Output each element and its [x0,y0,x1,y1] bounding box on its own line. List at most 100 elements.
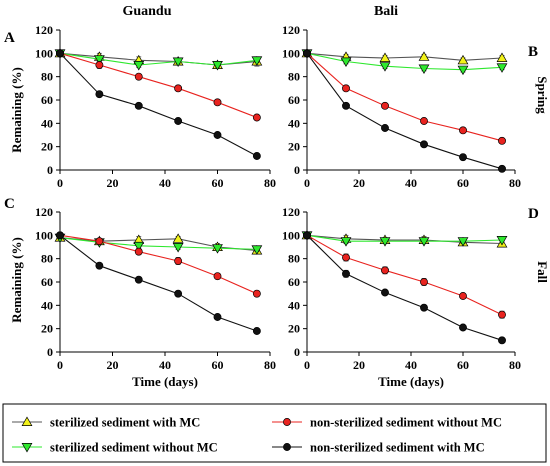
series-line-nswo [59,52,258,119]
data-point-nswo [459,292,467,300]
data-point-nswo [95,61,104,69]
data-point-nswo [134,247,143,256]
panel-B-y-tick-label: 0 [294,163,300,177]
panel-C-ylabel: Remaining (%) [9,237,24,323]
data-point-swo [457,237,469,247]
legend-marker-nswo [283,418,291,426]
panel-B-title: Bali [374,4,398,19]
series-line-nsw [306,234,503,341]
panel-C-y-tick-label: 100 [35,228,53,242]
data-point-sms [418,51,430,61]
data-point-swo [340,57,352,68]
panel-B-y-tick-label: 120 [282,23,300,37]
data-point-sms [496,52,508,62]
panel-D-y-tick-label: 60 [288,275,300,289]
panel-D-x-tick-label: 0 [304,358,310,372]
panel-D-y-tick-label: 80 [288,252,300,266]
panel-B-x-tick-label: 0 [304,176,310,190]
panel-C-group: C Remaining (%) Time (days) [4,196,198,389]
panel-A-y-tick-label: 80 [41,70,53,84]
data-point-swo [93,55,105,65]
data-point-nsw [56,49,64,58]
panel-A-y-tick-label: 100 [35,46,53,60]
data-point-nswo [134,72,143,81]
panel-A-ylabel: Remaining (%) [9,67,24,153]
panel-A-y-tick-label: 0 [47,163,53,177]
panel-B-x-tick-label: 60 [457,176,469,190]
data-point-swo [418,64,430,75]
panel-C-letter: C [4,196,15,212]
data-point-nsw [174,289,183,298]
panel-C-y-tick-label: 20 [41,322,53,336]
series-line-swo [306,234,503,242]
data-point-nsw [213,313,222,321]
panel-D-side-label: Fall [535,261,550,283]
legend-label-nsw: non-sterilized sediment with MC [310,441,485,455]
data-point-nswo [498,136,506,145]
panel-B-letter: B [528,44,538,60]
legend-marker-sms [21,416,33,426]
panel-D-xlabel: Time (days) [378,374,444,389]
series-line-nswo [306,234,503,316]
series-line-nsw [306,52,503,170]
data-point-nsw [134,275,143,284]
data-point-nsw [303,49,311,58]
panel-A-y-tick-label: 20 [41,140,53,154]
series-line-nsw [59,52,258,157]
data-point-swo [340,237,352,247]
panel-B-plot: 0 20 40 60 80 100 120 0 20 40 60 80 [282,23,521,190]
data-point-nsw [252,152,261,160]
series-line-swo [59,52,257,66]
panel-D-y-tick-label: 20 [288,322,300,336]
panel-C-y-tick-label: 120 [35,205,53,219]
panel-A-y-tick-label: 60 [41,93,53,107]
data-point-swo [133,241,145,252]
panel-B-y-tick-label: 100 [282,46,300,60]
panel-D-x-tick-label: 80 [509,358,521,372]
panel-D-y-tick-label: 0 [294,345,300,359]
legend: sterilized sediment with MC non-sterilize… [2,403,547,463]
data-point-nswo [252,113,261,122]
legend-frame [2,403,547,463]
data-point-nswo [381,266,389,275]
panel-C-y-tick-label: 40 [41,298,53,312]
panel-A-plot: 0 20 40 60 80 100 120 0 20 40 60 80 [35,23,276,190]
data-point-swo [133,61,145,71]
data-point-nswo [420,117,428,125]
data-point-swo [251,56,263,66]
data-point-swo [212,61,223,71]
panel-B-group: Bali B Spring [374,4,550,114]
panel-C-plot: 0 20 40 60 80 100 120 0 20 40 60 80 [35,205,276,372]
data-point-nswo [381,101,389,110]
data-point-swo [172,57,184,68]
panel-B-side-label: Spring [535,76,550,114]
panel-A-group: Guandu A Remaining (%) [4,4,172,153]
data-point-nsw [459,323,467,332]
series-line-swo [59,237,257,250]
data-point-nsw [342,269,350,278]
legend-marker-nsw [283,443,291,451]
panel-A-x-tick-label: 60 [212,176,224,190]
panel-D-plot: 0 20 40 60 80 100 120 0 20 40 60 80 [282,205,521,372]
data-point-nsw [134,101,143,110]
panel-B-x-tick-label: 20 [353,176,365,190]
data-point-nsw [213,131,222,139]
data-point-nswo [252,289,261,298]
panel-C-y-tick-label: 0 [47,345,53,359]
data-point-swo [251,245,263,255]
data-point-nsw [252,327,261,335]
legend-label-sms: sterilized sediment with MC [50,416,200,430]
data-point-nswo [420,278,428,286]
data-point-swo [418,237,430,247]
series-line-sms [306,234,503,245]
data-point-nsw [56,231,64,240]
data-point-swo [457,65,469,76]
panel-D-y-tick-label: 40 [288,298,300,312]
panel-C-x-tick-label: 0 [57,358,63,372]
data-point-nswo [342,84,350,93]
panel-B-y-tick-label: 60 [288,93,300,107]
panel-B-y-tick-label: 40 [288,116,300,130]
data-point-swo [379,62,391,72]
legend-label-swo: sterilized sediment without MC [50,441,218,455]
data-point-nsw [303,231,311,240]
